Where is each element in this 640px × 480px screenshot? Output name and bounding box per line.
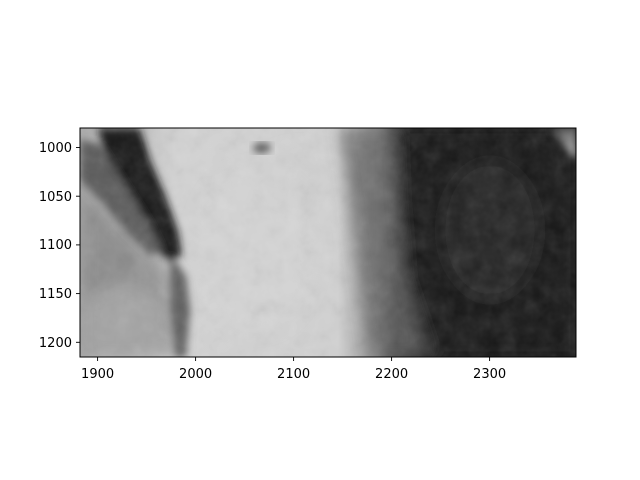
y-tick-label: 1150 <box>39 287 72 302</box>
x-tick-label: 2200 <box>375 367 408 382</box>
x-tick-label: 2100 <box>277 367 310 382</box>
x-tick-label: 2300 <box>473 367 506 382</box>
axes-frame <box>79 127 577 358</box>
y-tick-label: 1050 <box>39 190 72 205</box>
y-axis: 1000 1050 1100 1150 1200 <box>39 141 80 351</box>
x-tick-label: 1900 <box>81 367 114 382</box>
image-area <box>80 128 576 357</box>
x-tick-label: 2000 <box>179 367 212 382</box>
y-tick-label: 1100 <box>39 238 72 253</box>
y-tick-label: 1000 <box>39 141 72 156</box>
x-axis: 1900 2000 2100 2200 2300 <box>81 357 506 382</box>
y-tick-label: 1200 <box>39 336 72 351</box>
